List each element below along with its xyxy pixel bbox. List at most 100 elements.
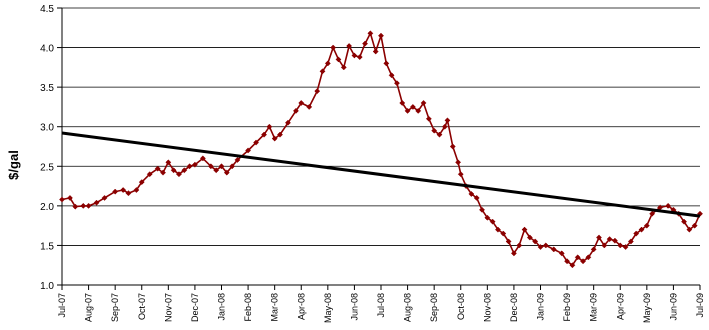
- data-point: [223, 169, 230, 176]
- data-point: [146, 171, 153, 178]
- data-point: [691, 222, 698, 229]
- x-tick-label: Mar-09: [589, 293, 599, 322]
- y-tick-label: 1.0: [40, 281, 54, 292]
- data-point: [550, 246, 557, 253]
- data-point: [521, 226, 528, 233]
- data-point: [112, 188, 119, 195]
- y-tick-label: 2.5: [40, 162, 54, 173]
- data-point: [425, 115, 432, 122]
- data-point: [569, 262, 576, 269]
- data-point: [431, 127, 438, 134]
- data-point: [627, 238, 634, 245]
- y-tick-labels: 1.0 1.5 2.0 2.5 3.0 3.5 4.0 4.5: [40, 4, 54, 292]
- x-tick-label: Dec-08: [509, 293, 519, 322]
- data-point: [404, 107, 411, 114]
- x-tick-label: Oct-08: [456, 293, 466, 320]
- data-point: [234, 157, 241, 163]
- data-point: [532, 238, 539, 245]
- data-point: [383, 60, 390, 67]
- x-tick-label: Mar-08: [270, 293, 280, 322]
- x-tick-label: May-09: [642, 293, 652, 323]
- data-point: [218, 163, 225, 170]
- data-point: [574, 254, 581, 261]
- data-point: [399, 100, 406, 106]
- x-tick-label: Jul-07: [57, 293, 67, 318]
- series-line: [61, 32, 701, 267]
- x-tick-label: Feb-09: [562, 293, 572, 322]
- data-point: [510, 250, 517, 257]
- gridlines: [62, 7, 700, 286]
- data-point: [484, 214, 491, 221]
- data-point: [346, 43, 353, 49]
- data-point: [479, 206, 485, 213]
- data-point: [85, 202, 92, 209]
- data-point: [213, 167, 220, 174]
- trendline: [61, 131, 701, 218]
- x-tick-label: Sep-07: [110, 293, 120, 322]
- data-point: [351, 52, 358, 59]
- x-tick-label: Feb-08: [243, 293, 253, 322]
- x-tick-label: Dec-07: [190, 293, 200, 322]
- data-point: [436, 131, 443, 138]
- data-point: [378, 32, 384, 39]
- data-point: [285, 119, 291, 126]
- data-point: [596, 234, 602, 241]
- data-point: [606, 236, 613, 243]
- data-point: [314, 88, 321, 95]
- data-point: [170, 167, 177, 174]
- y-tick-label: 3.5: [40, 83, 54, 94]
- data-point: [292, 107, 299, 114]
- data-point: [526, 234, 533, 241]
- y-tick-label: 4.5: [40, 4, 54, 15]
- data-point: [271, 135, 278, 142]
- data-point: [266, 123, 273, 130]
- data-point: [686, 226, 693, 233]
- data-point: [441, 123, 448, 130]
- data-point: [457, 171, 464, 178]
- x-tick-label: Jun-09: [668, 293, 678, 321]
- data-point: [330, 44, 337, 51]
- data-point: [580, 258, 586, 265]
- data-point: [409, 103, 416, 110]
- data-point: [564, 258, 571, 265]
- data-point: [362, 40, 369, 47]
- y-tick-label: 4.0: [40, 44, 54, 55]
- data-point: [638, 226, 645, 233]
- data-point: [622, 244, 629, 250]
- x-tick-label: Jan-09: [536, 293, 546, 321]
- data-point: [261, 131, 267, 138]
- data-point: [590, 246, 597, 253]
- data-point: [489, 218, 496, 225]
- data-point: [101, 194, 108, 201]
- data-point: [319, 68, 326, 75]
- y-tick-label: 1.5: [40, 241, 54, 252]
- x-tick-label: Oct-07: [137, 293, 147, 320]
- data-point: [420, 100, 427, 106]
- x-tick-label: Jul-08: [376, 293, 386, 318]
- data-point: [191, 161, 198, 168]
- data-point: [207, 163, 214, 170]
- data-point: [253, 139, 260, 146]
- data-point: [681, 218, 688, 225]
- data-point: [59, 196, 65, 203]
- data-point: [340, 64, 347, 71]
- data-point: [367, 30, 374, 37]
- data-point: [138, 179, 145, 186]
- x-tick-label: Nov-07: [163, 293, 173, 322]
- data-point: [444, 117, 451, 124]
- data-point: [516, 242, 523, 249]
- data-point: [665, 202, 672, 209]
- data-point: [298, 100, 305, 106]
- data-point: [649, 210, 656, 217]
- x-tick-label: Jan-08: [217, 293, 227, 321]
- data-point: [277, 131, 283, 138]
- data-point: [324, 60, 331, 67]
- data-point: [133, 187, 140, 193]
- data-point: [468, 191, 475, 197]
- data-point: [415, 107, 422, 114]
- data-point: [356, 54, 363, 61]
- data-point: [558, 250, 565, 257]
- data-point: [393, 80, 400, 87]
